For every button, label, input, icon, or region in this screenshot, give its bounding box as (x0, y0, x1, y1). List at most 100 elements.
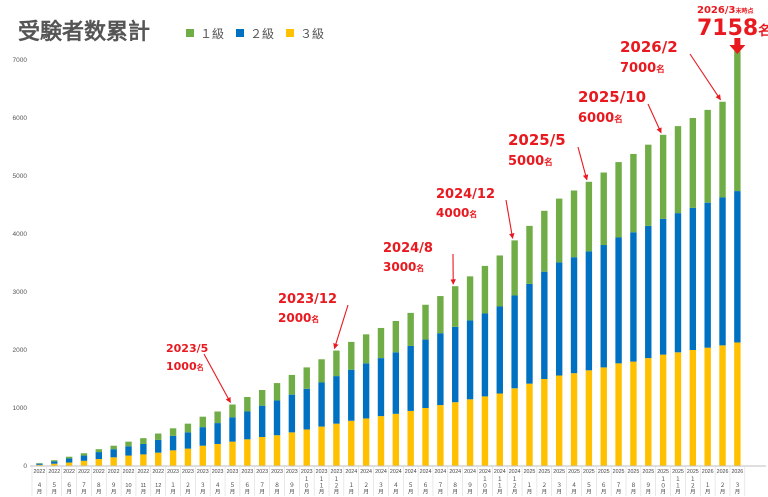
x-year-label: 2024 (449, 469, 461, 475)
x-month-label: 月 (66, 488, 72, 495)
x-month-label: 月 (467, 488, 473, 495)
x-year-label: 2024 (494, 469, 506, 475)
x-year-label: 2024 (375, 469, 387, 475)
x-year-label: 2025 (524, 469, 536, 475)
annotation-arrow (689, 53, 721, 101)
x-year-label: 2023 (301, 469, 313, 475)
bar-segment (288, 432, 296, 466)
x-month-label: １ (512, 476, 518, 483)
annotation-a2024-12: 2024/12 4000名 (436, 187, 515, 239)
x-year-label: 2025 (687, 469, 699, 475)
bar-segment (630, 153, 637, 233)
x-month-label: 月 (230, 488, 236, 495)
x-month-label: ２ (720, 482, 726, 489)
x-month-label: 月 (155, 488, 161, 495)
bar-segment (65, 458, 73, 463)
bar-segment (229, 404, 236, 418)
bar-segment (704, 202, 711, 348)
bar-segment (348, 420, 355, 466)
x-month-label: ８ (274, 482, 280, 489)
latest-count-value: 7158 (697, 16, 758, 41)
x-month-label: 月 (81, 488, 87, 495)
bar-segment (392, 352, 400, 414)
x-month-label: １ (675, 482, 681, 489)
x-year-label: 2024 (464, 469, 476, 475)
x-month-label: ６ (66, 482, 72, 489)
y-axis: 0 1000 2000 3000 4000 5000 6000 7000 (13, 57, 28, 470)
x-month-label: 月 (586, 488, 592, 495)
x-month-label: 月 (393, 488, 399, 495)
x-month-label: 月 (571, 488, 577, 495)
bar-segment (80, 453, 88, 456)
x-month-label: 月 (289, 488, 295, 495)
x-month-label: 月 (675, 489, 681, 496)
x-year-label: 2023 (167, 469, 179, 475)
bar-segment (36, 463, 43, 465)
bar-segment (199, 445, 206, 466)
bar-segment (258, 437, 266, 466)
bar-segment (169, 435, 177, 451)
bar-segment (600, 367, 607, 466)
x-month-label: ９ (645, 482, 651, 489)
x-month-label: ５ (230, 482, 236, 489)
bar-segment (333, 423, 340, 466)
y-tick-label: 1000 (13, 405, 28, 412)
x-month-label: ６ (601, 482, 607, 489)
annotation-count-value: 1000 (166, 360, 197, 373)
x-year-label: 2024 (390, 469, 402, 475)
x-month-label: 月 (245, 488, 251, 495)
bar-segment (288, 394, 296, 433)
bar-segment (674, 126, 682, 214)
x-month-label: 月 (705, 488, 711, 495)
x-month-label: ３ (556, 482, 562, 489)
x-month-label: ２ (512, 482, 518, 489)
x-month-label: 月 (141, 488, 147, 495)
bar-segment (377, 416, 385, 466)
x-month-label: 月 (482, 489, 488, 496)
x-month-label: ０ (660, 482, 666, 489)
bar-segment (734, 191, 741, 343)
x-year-label: 2022 (78, 469, 90, 475)
bar-segment (214, 411, 221, 424)
x-year-label: 2024 (345, 469, 357, 475)
annotation-arrow (647, 103, 662, 134)
bar-segment (169, 450, 177, 466)
bar-segment (140, 454, 147, 466)
x-month-label: 月 (631, 488, 637, 495)
x-month-label: １ (497, 476, 503, 483)
x-month-label: 月 (185, 488, 191, 495)
bar-segment (362, 363, 370, 419)
legend-label-3: ３級 (300, 27, 324, 41)
bar-segment (65, 462, 73, 466)
x-year-label: 2026 (717, 469, 729, 475)
x-year-label: 2025 (657, 469, 669, 475)
x-month-label: １ (690, 476, 696, 483)
bar-segment (719, 345, 726, 466)
x-month-label: １ (660, 476, 666, 483)
x-month-label: 月 (170, 488, 176, 495)
x-year-label: 2024 (420, 469, 432, 475)
annotation-unit: 名 (416, 263, 424, 273)
bar-segment (570, 190, 578, 258)
bar-segment (496, 306, 503, 394)
annotation-arrow (577, 146, 589, 181)
bar-segment (258, 390, 266, 406)
bar-segment (674, 213, 682, 353)
x-month-label: ５ (408, 482, 414, 489)
bar-segment (570, 257, 578, 374)
x-year-label: 2023 (271, 469, 283, 475)
x-year-label: 2024 (434, 469, 446, 475)
x-year-label: 2023 (331, 469, 343, 475)
y-tick-label: 0 (23, 463, 27, 470)
legend-label-2: ２級 (250, 27, 274, 41)
latest-date: 2026/3末時点 (697, 5, 753, 16)
annotation-count: 7000名 (620, 61, 665, 76)
bar-segment (95, 449, 103, 453)
bar-segment (348, 341, 355, 370)
x-month-label: ８ (631, 482, 637, 489)
bar-segment (541, 210, 548, 272)
annotation-arrow (333, 304, 349, 350)
annotation-date: 2026/2 (620, 38, 678, 56)
